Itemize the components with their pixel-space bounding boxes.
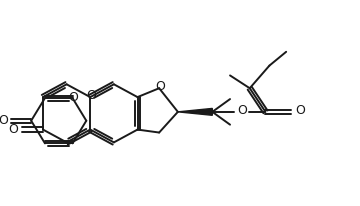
Text: O: O [0, 114, 9, 127]
Text: O: O [155, 80, 165, 93]
Text: O: O [295, 104, 305, 117]
Polygon shape [178, 108, 212, 115]
Text: O: O [86, 89, 96, 102]
Text: O: O [237, 104, 247, 117]
Text: O: O [68, 91, 78, 104]
Text: O: O [9, 123, 18, 136]
